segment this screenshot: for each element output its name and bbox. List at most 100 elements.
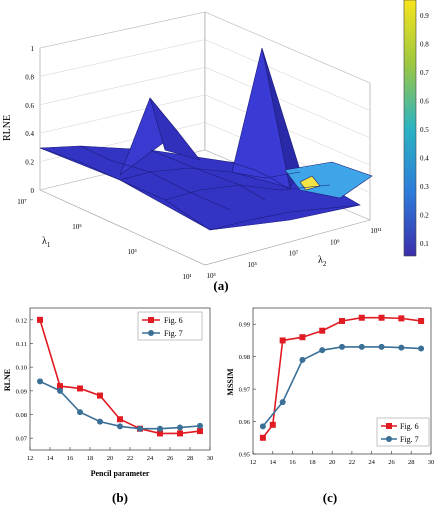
data-point-circle — [378, 343, 385, 350]
colorbar-tick-label: 0.5 — [420, 126, 429, 134]
colorbar — [403, 0, 417, 257]
surface-peak-left-shade — [149, 97, 201, 161]
x-tick-label: 30 — [428, 459, 435, 466]
data-point-circle — [398, 344, 405, 351]
data-point-circle — [418, 345, 425, 352]
x-tick-label: 12 — [27, 455, 34, 462]
series-line-0 — [262, 316, 422, 439]
x-tick-label: 24 — [368, 459, 375, 466]
colorbar-tick-label: 0.8 — [420, 41, 429, 49]
rlne-chart-panel: 12 14 16 18 20 22 24 26 28 30 0.07 0.08 0.09 0.10 0.1… — [3, 307, 214, 505]
y-ticks-c: 0.95 0.96 0.97 0.98 0.99 — [239, 322, 251, 459]
panel-label-b: (b) — [112, 490, 128, 505]
y-tick-label: 0.11 — [16, 341, 27, 348]
x-tick-label: 10³ — [127, 248, 136, 256]
data-point-square — [197, 428, 203, 435]
x-tick-label: 18 — [309, 459, 316, 466]
legend-marker-c-1 — [386, 436, 392, 442]
data-point-circle — [97, 418, 103, 425]
data-point-circle — [259, 423, 266, 430]
data-point-circle — [157, 425, 163, 432]
x-tick-label: 26 — [388, 459, 395, 466]
z-gridline — [204, 39, 371, 111]
y-axis-ticks: 10³ 10⁵ 10⁷ 10⁹ 10¹¹ — [206, 227, 381, 280]
data-point-square — [358, 314, 365, 321]
data-point-circle — [177, 424, 183, 431]
z-gridline — [39, 11, 206, 49]
data-point-square — [117, 416, 123, 423]
data-point-circle — [197, 422, 203, 429]
x-ticks-b: 12 14 16 18 20 22 24 26 28 30 — [27, 455, 214, 462]
z-gridline — [39, 39, 206, 77]
panel-label-c: (c) — [323, 490, 337, 505]
y-axis-label: λ2 — [318, 255, 327, 268]
mssim-chart-panel: 12 14 16 18 20 22 24 26 28 30 0.950.960.970.980.9… — [226, 307, 435, 505]
z-tick-label: 0.2 — [25, 159, 34, 167]
data-point-circle — [37, 378, 43, 385]
z-gridline — [204, 11, 371, 84]
y-tick-label: 10¹¹ — [370, 227, 381, 235]
colorbar-tick-label: 0.7 — [420, 69, 429, 77]
surface-wireframe — [39, 145, 361, 231]
x-tick-label: 14 — [47, 455, 54, 462]
data-point-circle — [279, 399, 286, 406]
colorbar-tick-label: 0.9 — [420, 12, 429, 20]
legend-label-b-1: Fig. 7 — [164, 329, 183, 338]
y-tick-label: 0.96 — [239, 419, 251, 426]
data-point-square — [37, 316, 43, 323]
panel-label-a: (a) — [213, 278, 228, 293]
colorbar-tick-label: 0.4 — [420, 154, 429, 162]
x-tick-label: 10⁵ — [72, 223, 82, 231]
y-tick-label: 0.95 — [239, 452, 250, 459]
y-tick-label: 10⁹ — [330, 238, 340, 246]
y-tick-label: 0.08 — [16, 412, 27, 419]
legend-b: Fig. 6 Fig. 7 — [137, 311, 203, 341]
y-tick-label: 0.99 — [239, 322, 250, 329]
legend-marker-b-1 — [148, 330, 154, 336]
colorbar-ticks: 0.1 0.2 0.3 0.4 0.5 0.6 0.7 0.8 0.9 — [420, 12, 429, 248]
y-tick-label: 10³ — [206, 272, 215, 280]
y-tick-label: 0.09 — [16, 388, 27, 395]
y-axis-label-c: MSSIM — [226, 368, 235, 396]
data-point-square — [418, 317, 425, 324]
z-tick-label: 1 — [31, 45, 35, 53]
colorbar-tick-label: 0.2 — [420, 211, 429, 219]
x-ticks-c: 12 14 16 18 20 22 24 26 28 30 — [250, 459, 435, 466]
data-point-square — [339, 317, 345, 324]
x-tick-label: 16 — [67, 455, 74, 462]
y-tick-label: 0.12 — [16, 317, 27, 324]
z-tick-label: 0.4 — [25, 130, 34, 138]
y-ticks-b: 0.07 0.08 0.09 0.10 0.11 0.12 — [16, 317, 28, 442]
series-c — [259, 314, 425, 441]
x-axis-label: λ1 — [42, 236, 51, 249]
x-axis-label-text: λ — [42, 236, 47, 247]
gridlines-c — [252, 323, 432, 455]
z-axis-label: RLNE — [2, 115, 13, 141]
data-point-square — [279, 337, 286, 344]
gridlines-b — [29, 319, 211, 450]
x-tick-label: 10⁷ — [17, 198, 27, 206]
x-tick-label: 20 — [107, 455, 114, 462]
data-point-square — [378, 314, 385, 321]
y-tick-label: 0.10 — [16, 365, 27, 372]
z-gridline — [39, 66, 206, 106]
y-tick-label: 10⁵ — [248, 261, 258, 269]
data-point-circle — [137, 425, 143, 432]
y-tick-label: 0.98 — [239, 354, 250, 361]
z-gridline — [204, 66, 371, 139]
legend-box-c — [376, 417, 430, 447]
x-tick-label: 22 — [349, 459, 356, 466]
x-tick-label: 12 — [250, 459, 257, 466]
x-tick-label: 18 — [87, 455, 94, 462]
data-point-square — [77, 385, 83, 392]
surface-mesh — [39, 47, 373, 231]
legend-box-b — [137, 311, 203, 341]
z-tick-label: 0.8 — [25, 73, 34, 81]
data-point-square — [319, 327, 326, 334]
data-point-circle — [57, 387, 63, 394]
x-tick-label: 28 — [187, 455, 194, 462]
data-point-square — [97, 392, 103, 399]
legend-marker-c-0 — [386, 423, 392, 429]
